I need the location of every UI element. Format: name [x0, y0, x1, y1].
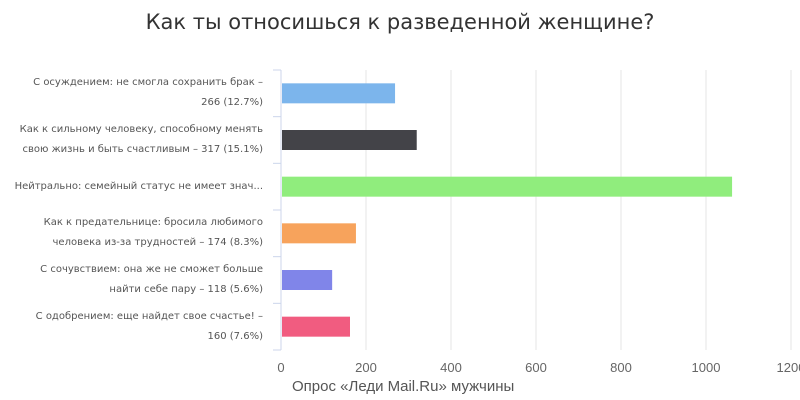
category-label: С одобрением: еще найдет свое счастье! –… [0, 307, 263, 347]
category-label-line: С сочувствием: она же не сможет больше [40, 264, 263, 275]
category-label-line: свою жизнь и быть счастливым – 317 (15.1… [22, 144, 263, 155]
bar [282, 270, 333, 290]
category-label-line: С одобрением: еще найдет свое счастье! – [35, 310, 263, 322]
category-label: С сочувствием: она же не сможет больше на… [0, 260, 263, 300]
category-label-line: Нейтрально: семейный статус не имеет зна… [14, 180, 263, 192]
bar [282, 83, 396, 104]
bar [282, 130, 417, 150]
category-label-line: 266 (12.7%) [201, 97, 263, 109]
x-tick-label: 400 [440, 360, 462, 375]
category-label-line: найти себе пару – 118 (5.6%) [109, 284, 263, 295]
category-label: Нейтрально: семейный статус не имеет зна… [0, 177, 263, 197]
chart-title: Как ты относишься к разведенной женщине? [145, 10, 655, 34]
x-tick-label: 200 [355, 360, 377, 375]
x-tick-label: 0 [277, 360, 284, 375]
x-tick-label: 800 [610, 360, 632, 375]
category-label-line: Как к сильному человеку, способному меня… [19, 124, 263, 135]
bar [282, 316, 350, 337]
bar [282, 223, 356, 244]
category-label: С осуждением: не смогла сохранить брак –… [0, 73, 263, 113]
category-label-line: С осуждением: не смогла сохранить брак – [33, 77, 263, 89]
category-label-line: Как к предательнице: бросила любимого [43, 217, 263, 229]
category-label: Как к предательнице: бросила любимого чел… [0, 213, 263, 253]
category-label-line: 160 (7.6%) [207, 330, 263, 342]
category-label: Как к сильному человеку, способному меня… [0, 120, 263, 160]
chart-credit: Опрос «Леди Mail.Ru» мужчины [292, 378, 515, 395]
category-label-line: человека из-за трудностей – 174 (8.3%) [52, 237, 263, 249]
x-tick-label: 1000 [692, 360, 721, 375]
x-tick-label: 1200 [777, 360, 800, 375]
x-tick-label: 600 [525, 360, 547, 375]
bar [282, 176, 733, 197]
